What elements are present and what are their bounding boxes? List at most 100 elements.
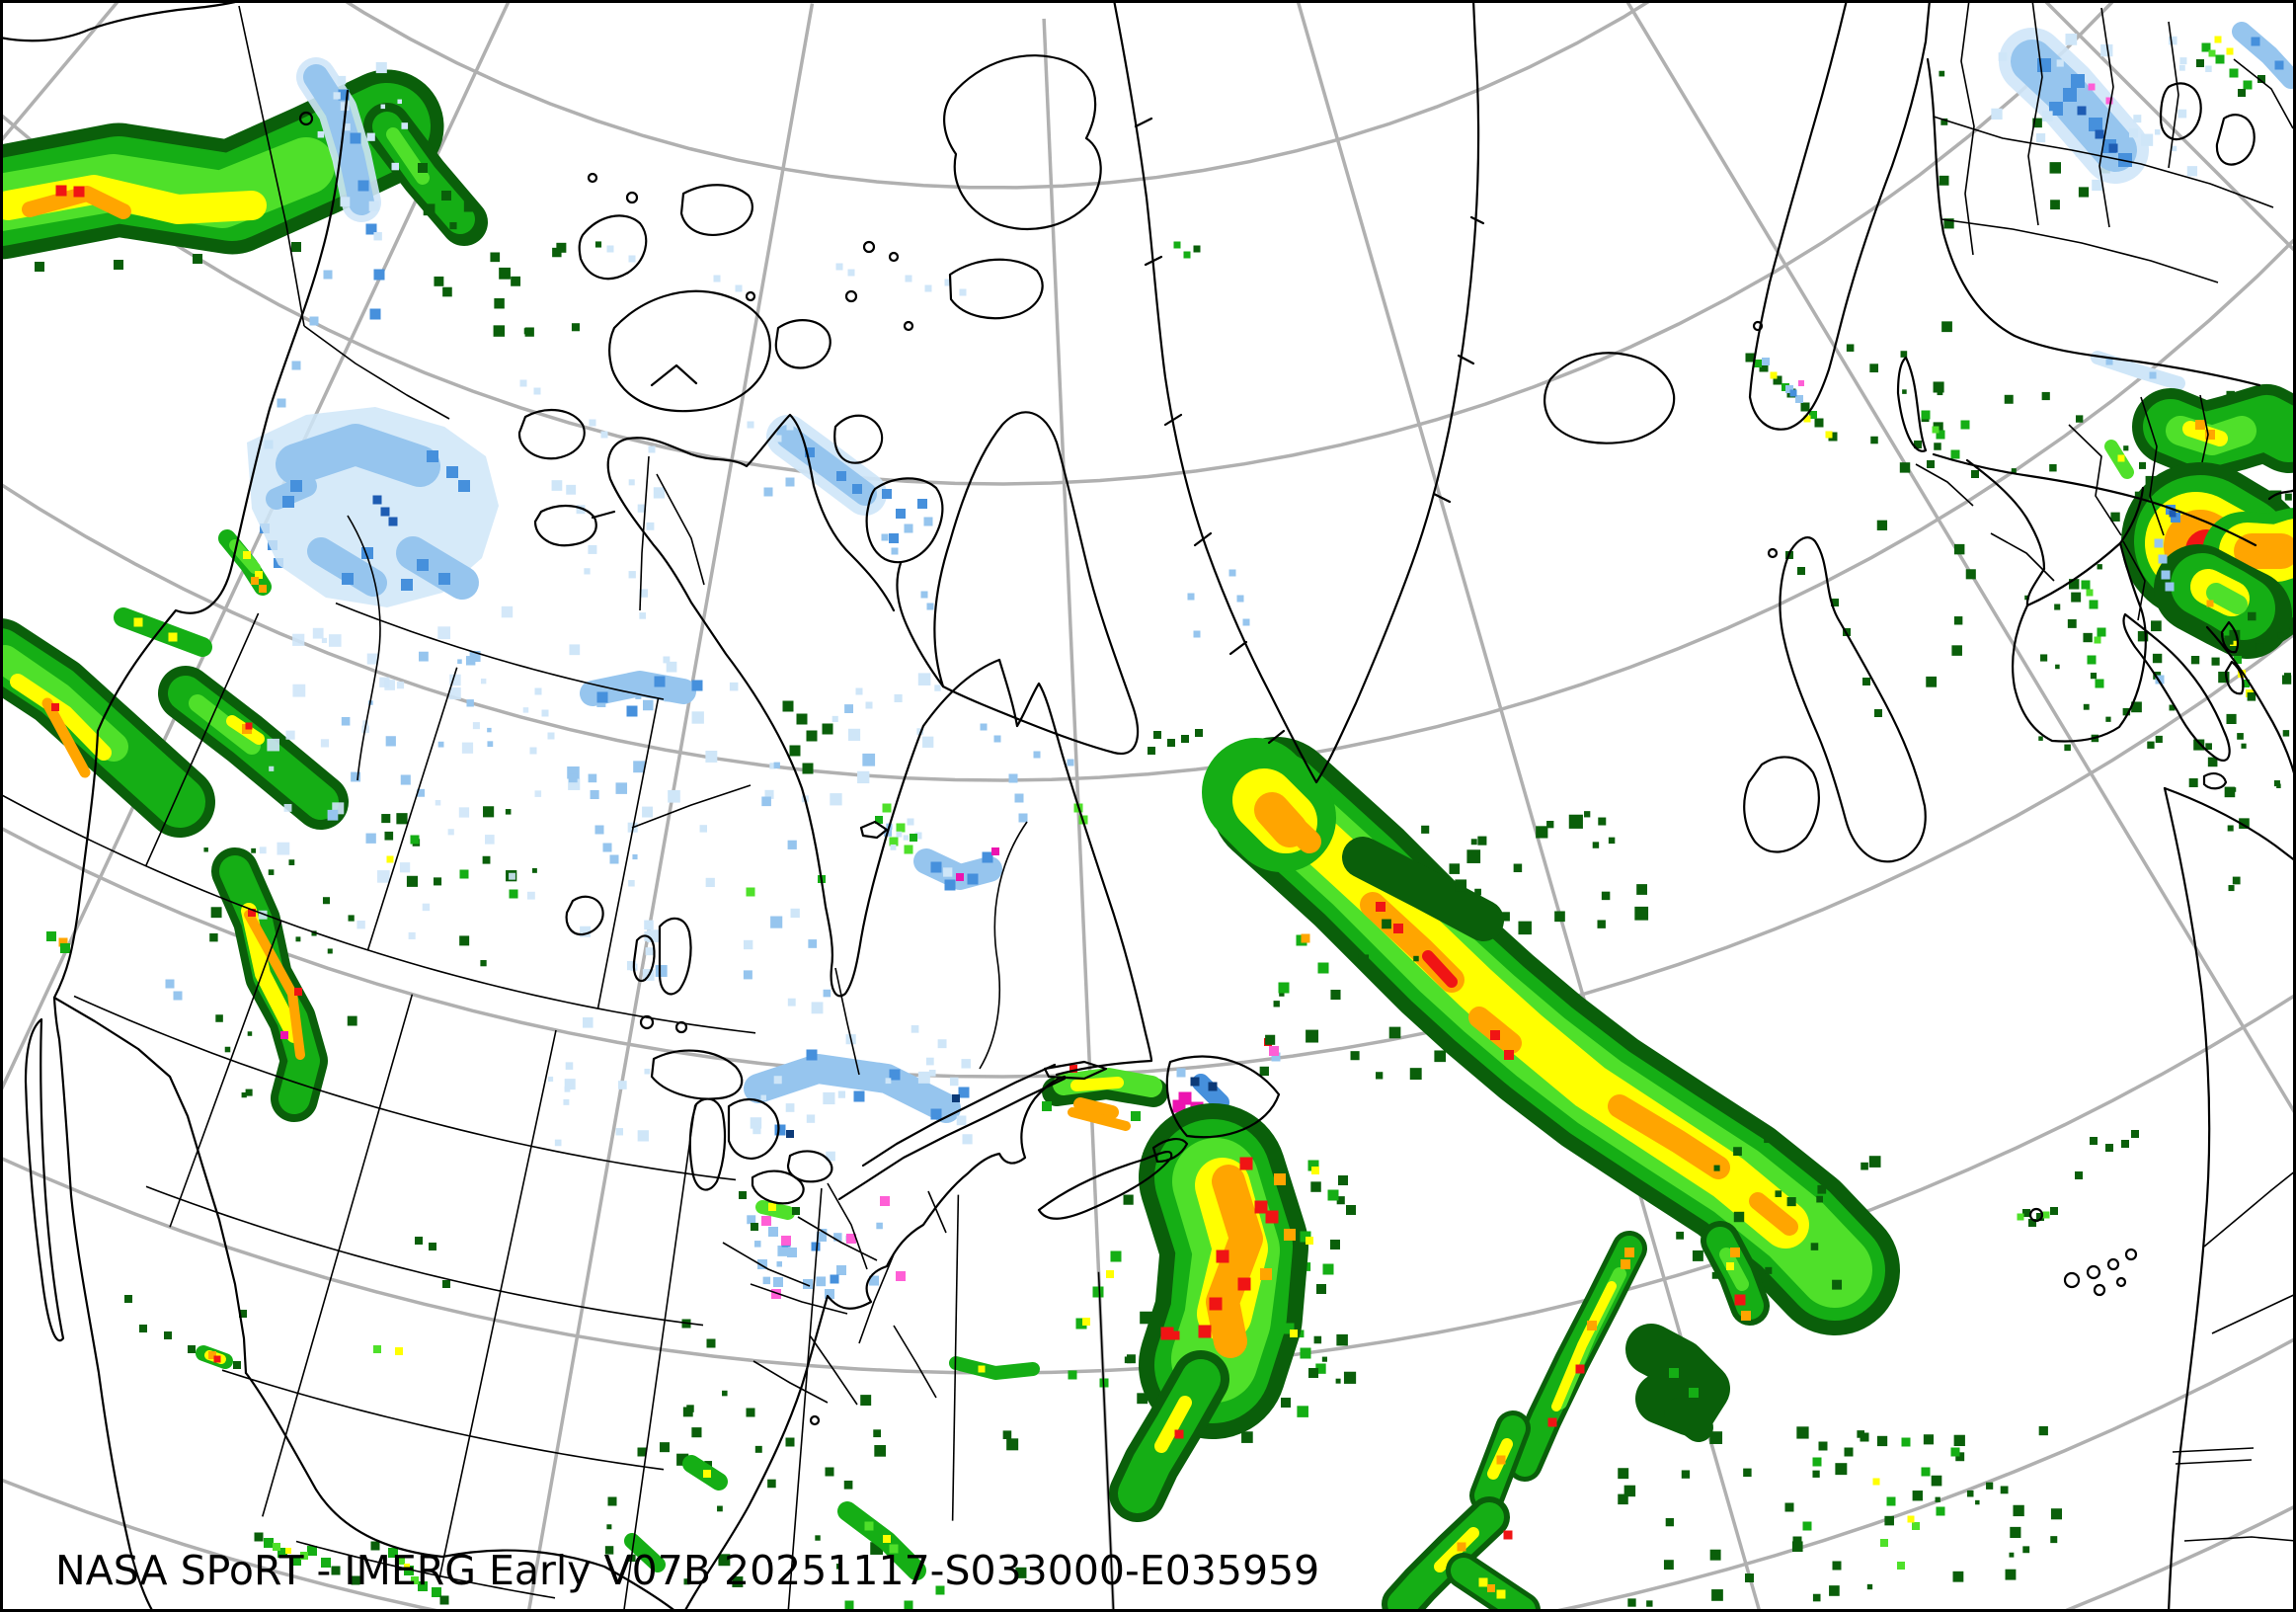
coastline-path — [650, 363, 698, 387]
coastline-path — [1228, 640, 1248, 656]
border-ray — [169, 920, 282, 1228]
coastline-path — [1432, 492, 1452, 504]
coastline-path — [1926, 57, 2261, 387]
newfoundland-storm-cluster — [1075, 1103, 1357, 1522]
coastline-path — [1165, 1055, 1281, 1139]
coastline-path — [1469, 215, 1485, 225]
border-path — [893, 1325, 937, 1399]
island-outline — [2086, 1264, 2101, 1280]
island-outline — [2124, 1248, 2138, 1261]
coastline-path — [1779, 536, 1927, 863]
coastline-path — [1743, 756, 1820, 853]
coastline-path — [1748, 0, 1932, 431]
island-outline — [639, 1014, 655, 1030]
coastline-path — [2220, 620, 2240, 654]
graticule-parallel — [0, 0, 2117, 486]
coastline-path — [1134, 117, 1153, 128]
border-path — [809, 1334, 858, 1406]
coastline-path — [608, 289, 771, 413]
border-path — [750, 1283, 848, 1315]
nw-canada-snow — [247, 407, 666, 939]
border-ray — [1097, 1271, 1115, 1612]
morocco-canaries-specks — [1872, 1130, 2139, 1582]
coastline-path — [861, 1063, 1057, 1168]
border-ray — [144, 612, 260, 867]
coastline-path — [896, 561, 945, 688]
coastline-path — [774, 319, 831, 369]
island-outline — [1752, 320, 1764, 332]
coastline-path — [679, 184, 753, 236]
border-path — [2233, 58, 2294, 129]
coastline-path — [52, 996, 248, 1375]
coastline-path — [1043, 1060, 1108, 1081]
coastline-path — [943, 54, 1102, 230]
border-path — [631, 784, 752, 829]
greenland-labrador-sea-specks — [1148, 241, 1250, 755]
border-path — [2211, 1293, 2296, 1334]
border-path — [347, 515, 381, 781]
great-basin-band — [46, 847, 357, 1122]
border-path — [238, 5, 305, 327]
coastline-path — [658, 917, 692, 996]
coastline-path — [606, 413, 1001, 998]
coastline-path — [650, 1049, 744, 1100]
graticule-parallel — [0, 1336, 2296, 1612]
border-arc — [335, 602, 665, 700]
border-path — [797, 1216, 878, 1261]
western-atlantic-scattered — [604, 1319, 1109, 1610]
coastline-path — [632, 934, 656, 983]
coastline-path — [2205, 625, 2296, 782]
coastline-path — [1932, 452, 2257, 547]
coastline-path — [837, 1077, 1067, 1201]
coastline-path — [2122, 612, 2231, 762]
border-path — [2168, 21, 2179, 169]
texas-gulf-cells — [124, 1237, 450, 1605]
coastline-path — [751, 1169, 805, 1205]
coastline-path — [1544, 352, 1676, 444]
border-path — [858, 1253, 895, 1344]
island-outline — [2115, 1276, 2127, 1288]
coastline-path — [1163, 413, 1183, 427]
coastline-path — [0, 0, 237, 42]
border-ray — [262, 994, 414, 1517]
border-path — [722, 1242, 811, 1287]
coastline-path — [2202, 772, 2228, 790]
coastline-path — [833, 414, 884, 464]
island-outline — [2063, 1271, 2081, 1289]
coastline-path — [1457, 354, 1475, 365]
coastline-path — [2163, 786, 2211, 1612]
pacific-nw-coastal-band — [0, 607, 215, 838]
island-outline — [903, 320, 914, 332]
coastline-path — [933, 411, 1140, 756]
border-path — [2175, 1459, 2253, 1465]
coastline-path — [865, 477, 944, 564]
border-path — [2203, 1169, 2296, 1248]
coastline-path — [2012, 541, 2147, 743]
coastline-path — [591, 510, 616, 520]
island-outline — [1767, 547, 1779, 559]
north-atlantic-frontal-band — [1202, 737, 1900, 1335]
border-path — [303, 325, 450, 420]
graticule-meridian — [1623, 0, 2296, 1118]
island-outline — [862, 240, 876, 254]
island-outline — [298, 111, 314, 126]
coastline-path — [2224, 660, 2245, 695]
graticule-parallel — [0, 630, 2296, 1079]
coastline-path — [1112, 0, 1480, 784]
graticule-meridian — [526, 3, 815, 1612]
border-path — [2199, 394, 2209, 463]
border-path — [639, 455, 650, 611]
border-path — [1940, 218, 2219, 283]
coastline-path — [52, 89, 350, 1612]
border-path — [1990, 532, 2055, 582]
coastline-path — [688, 1097, 727, 1191]
border-path — [834, 967, 860, 1076]
island-outline — [745, 290, 756, 302]
coastline-path — [578, 214, 648, 281]
coastline-path — [533, 504, 597, 547]
border-path — [1960, 0, 1975, 256]
northeast-us-mixed — [739, 1191, 906, 1299]
